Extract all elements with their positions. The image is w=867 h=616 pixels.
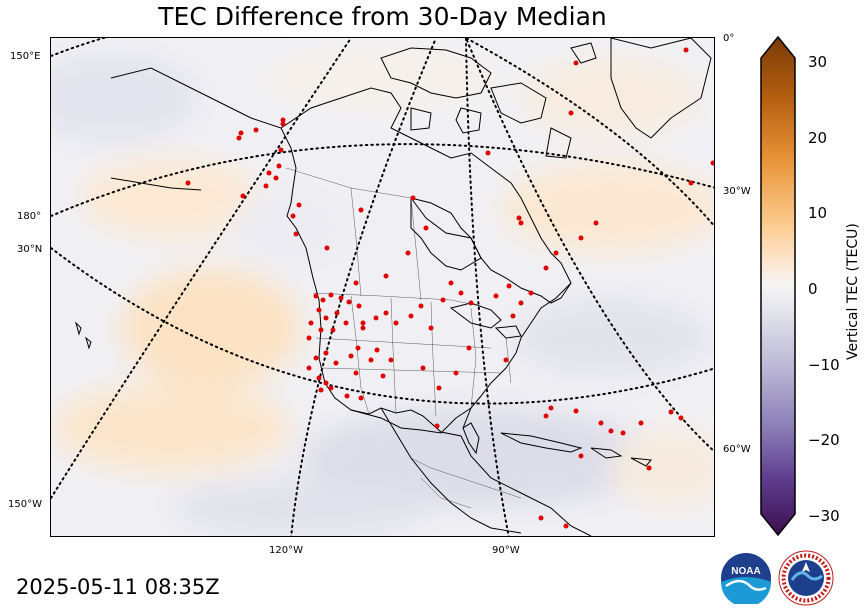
- colorbar-tick: −10: [808, 356, 840, 374]
- tec-field: [51, 48, 714, 536]
- noaa-logo-icon[interactable]: NOAA: [720, 552, 772, 604]
- colorbar-tick: 30: [808, 53, 828, 71]
- label-30w: 30°W: [723, 186, 751, 197]
- borders: [285, 167, 522, 509]
- label-120w: 120°W: [269, 545, 303, 556]
- colorbar: [760, 36, 796, 536]
- label-150w: 150°W: [8, 499, 42, 510]
- label-0: 0°: [723, 33, 735, 44]
- label-150e: 150°E: [10, 51, 41, 62]
- label-60w: 60°W: [723, 444, 751, 455]
- timestamp: 2025-05-11 08:35Z: [16, 575, 220, 599]
- map-canvas: [51, 38, 714, 536]
- label-90w: 90°W: [492, 545, 520, 556]
- colorbar-label: Vertical TEC (TECU): [845, 223, 861, 360]
- map-panel[interactable]: [50, 37, 715, 537]
- colorbar-tick: 20: [808, 129, 828, 147]
- colorbar-tick: −30: [808, 507, 840, 525]
- chart-title: TEC Difference from 30-Day Median: [158, 2, 607, 31]
- coastlines: [75, 38, 712, 536]
- label-180: 180°: [17, 211, 42, 222]
- station-markers: [185, 47, 714, 529]
- noaa-logo-text: NOAA: [731, 566, 760, 577]
- label-30n: 30°N: [17, 244, 43, 255]
- colorbar-tick: −20: [808, 431, 840, 449]
- colorbar-tick: 10: [808, 204, 828, 222]
- colorbar-tick: 0: [808, 280, 818, 298]
- nws-logo-icon[interactable]: [778, 550, 834, 606]
